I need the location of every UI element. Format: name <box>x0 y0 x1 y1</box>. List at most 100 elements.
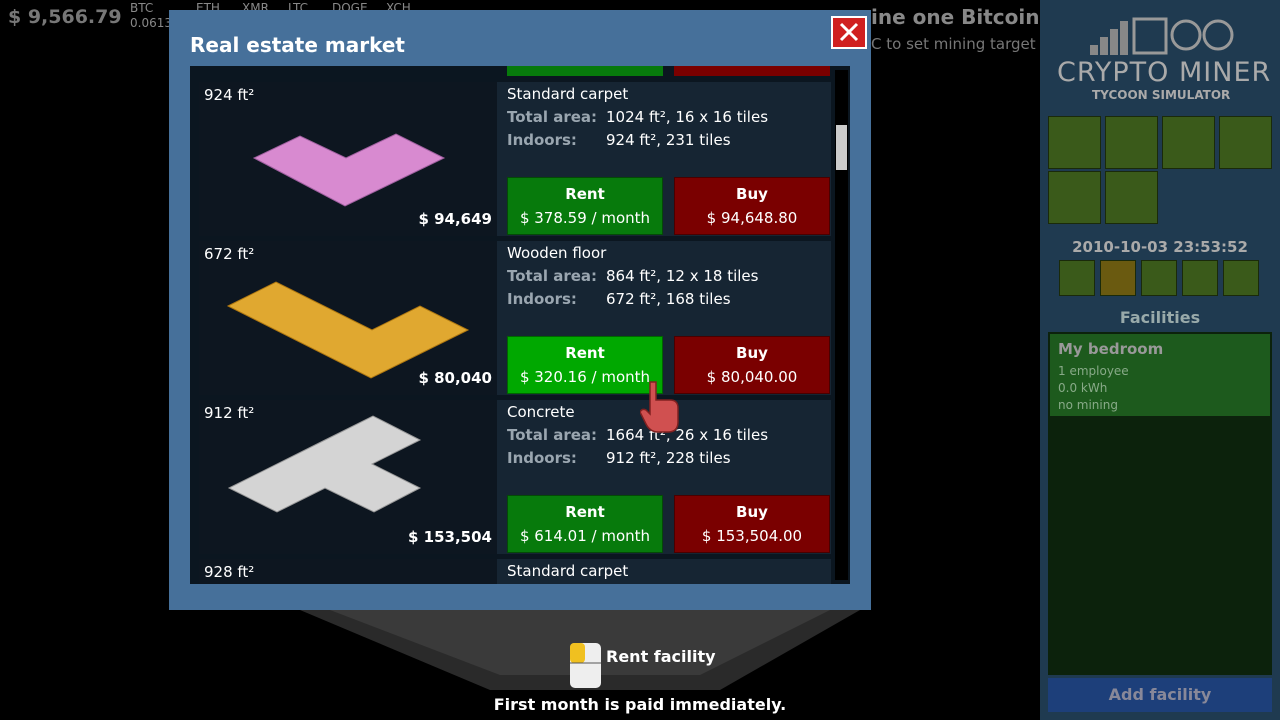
total-area-label: Total area: <box>507 426 598 444</box>
buy-button[interactable]: Buy $ 153,504.00 <box>674 495 830 553</box>
rent-button[interactable]: Rent $ 320.16 / month <box>507 336 663 394</box>
rent-label: Rent <box>565 503 605 521</box>
indoors-label: Indoors: <box>507 290 577 308</box>
listing-price: $ 153,504 <box>408 528 492 546</box>
indoors: Indoors: 672 ft², 168 tiles <box>507 290 731 308</box>
total-area: Total area: 1024 ft², 16 x 16 tiles <box>507 108 768 126</box>
total-area: Total area: 864 ft², 12 x 18 tiles <box>507 267 758 285</box>
total-area: Total area: 1664 ft², 26 x 16 tiles <box>507 426 768 444</box>
listing-price: $ 80,040 <box>418 369 492 387</box>
modal-title: Real estate market <box>190 33 405 57</box>
scroll-thumb[interactable] <box>836 125 847 170</box>
listing: 672 ft² $ 80,040 Wooden floor Total area: 86… <box>199 241 831 395</box>
balance: $ 9,566.79 <box>8 6 122 28</box>
listing-size: 912 ft² <box>204 404 255 422</box>
staff-button[interactable] <box>1048 171 1101 224</box>
floor-shape <box>226 281 470 379</box>
play-button[interactable] <box>1100 260 1136 296</box>
sidebar: CRYPTO MINER TYCOON SIMULATOR 2010-10-03… <box>1040 0 1280 720</box>
listing-info: Standard carpet Total area: 1024 ft², 16 x… <box>497 82 831 236</box>
listing-size: 924 ft² <box>204 86 255 104</box>
indoors: Indoors: 912 ft², 228 tiles <box>507 449 731 467</box>
facility-mining: no mining <box>1058 398 1118 412</box>
buy-label: Buy <box>736 503 768 521</box>
indoors-value: 912 ft², 228 tiles <box>606 449 731 467</box>
total-area-label: Total area: <box>507 267 598 285</box>
floor-type: Concrete <box>507 403 575 421</box>
listing-size: 672 ft² <box>204 245 255 263</box>
speed2-button[interactable] <box>1141 260 1177 296</box>
floor-shape <box>252 133 446 207</box>
hint-note: First month is paid immediately. <box>493 695 787 714</box>
buy-button[interactable]: Buy $ 80,040.00 <box>674 336 830 394</box>
floor-type: Standard carpet <box>507 85 629 103</box>
facility-power: 0.0 kWh <box>1058 381 1108 395</box>
facility-card[interactable]: My bedroom 1 employee 0.0 kWh no mining <box>1050 334 1270 416</box>
coin-amount: 0.0613 <box>130 16 172 30</box>
close-button[interactable] <box>831 16 867 49</box>
listing: 912 ft² $ 153,504 Concrete Total area: 1664 … <box>199 400 831 554</box>
total-area-value: 1024 ft², 16 x 16 tiles <box>606 108 769 126</box>
buy-label: Buy <box>736 344 768 362</box>
listing-image: 928 ft² <box>199 559 497 584</box>
listing-size: 928 ft² <box>204 563 255 581</box>
floor-type: Wooden floor <box>507 244 607 262</box>
floor-preview <box>252 133 446 207</box>
listing-info: Wooden floor Total area: 864 ft², 12 x 18 … <box>497 241 831 395</box>
floor-type: Standard carpet <box>507 562 629 580</box>
listing-image: 672 ft² $ 80,040 <box>199 241 497 395</box>
phone-button[interactable] <box>1219 116 1272 169</box>
mouse-icon <box>570 643 601 688</box>
logo-icons <box>1090 17 1234 55</box>
rent-label: Rent <box>565 344 605 362</box>
indoors-value: 924 ft², 231 tiles <box>606 131 731 149</box>
shop-button[interactable] <box>1048 116 1101 169</box>
listing-image: 924 ft² $ 94,649 <box>199 82 497 236</box>
scrollbar[interactable] <box>835 70 848 580</box>
total-area-value: 1664 ft², 26 x 16 tiles <box>606 426 769 444</box>
add-facility-button[interactable]: Add facility <box>1048 678 1272 712</box>
facility-name: My bedroom <box>1058 340 1164 358</box>
buy-price: $ 153,504.00 <box>701 527 803 545</box>
speed4-button[interactable] <box>1223 260 1259 296</box>
rent-label: Rent <box>565 185 605 203</box>
listing-info: Standard carpet <box>497 559 831 584</box>
coin[interactable]: BTC <box>130 1 154 15</box>
facility-employees: 1 employee <box>1058 364 1129 378</box>
realestate-button[interactable] <box>1105 116 1158 169</box>
listing-image: 912 ft² $ 153,504 <box>199 400 497 554</box>
partial-rent-button[interactable] <box>507 66 663 76</box>
stats-button[interactable] <box>1162 116 1215 169</box>
settings-button[interactable] <box>1105 171 1158 224</box>
hint-action: Rent facility <box>606 647 716 666</box>
rent-button[interactable]: Rent $ 614.01 / month <box>507 495 663 553</box>
buy-button[interactable]: Buy $ 94,648.80 <box>674 177 830 235</box>
indoors-label: Indoors: <box>507 131 577 149</box>
total-area-label: Total area: <box>507 108 598 126</box>
rent-price: $ 320.16 / month <box>519 368 651 386</box>
rent-button[interactable]: Rent $ 378.59 / month <box>507 177 663 235</box>
indoors-value: 672 ft², 168 tiles <box>606 290 731 308</box>
listing-viewport: 924 ft² $ 94,649 Standard carpet Total area… <box>190 66 850 584</box>
goal-hint: C to set mining target <box>871 35 1036 53</box>
logo-subtitle: TYCOON SIMULATOR <box>1092 88 1231 102</box>
listing-price: $ 94,649 <box>418 210 492 228</box>
pause-button[interactable] <box>1059 260 1095 296</box>
rent-price: $ 614.01 / month <box>519 527 651 545</box>
listing: 928 ft² Standard carpet <box>199 559 831 584</box>
indoors: Indoors: 924 ft², 231 tiles <box>507 131 731 149</box>
facilities-heading: Facilities <box>1119 308 1201 327</box>
close-icon <box>839 22 859 42</box>
buy-label: Buy <box>736 185 768 203</box>
rent-price: $ 378.59 / month <box>519 209 651 227</box>
partial-buy-button[interactable] <box>674 66 830 76</box>
facility-list: My bedroom 1 employee 0.0 kWh no mining <box>1048 332 1272 675</box>
indoors-label: Indoors: <box>507 449 577 467</box>
buy-price: $ 80,040.00 <box>706 368 798 386</box>
floor-preview <box>226 281 470 379</box>
floor-shape <box>227 415 422 513</box>
building-floor <box>330 610 830 675</box>
speed3-button[interactable] <box>1182 260 1218 296</box>
total-area-value: 864 ft², 12 x 18 tiles <box>606 267 759 285</box>
